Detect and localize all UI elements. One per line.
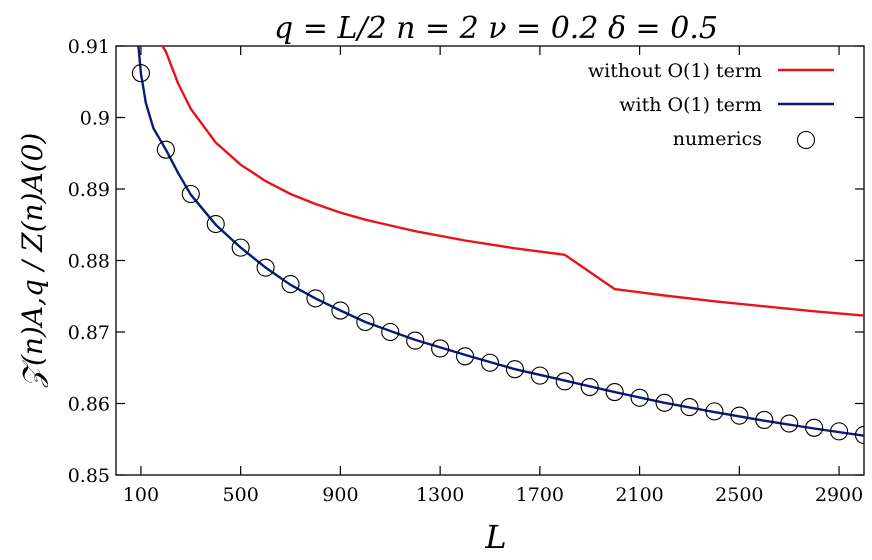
chart-title: q = L/2 n = 2 ν = 0.2 δ = 0.5 xyxy=(274,11,718,46)
y-tick-label: 0.88 xyxy=(68,251,110,273)
data-point xyxy=(431,339,450,358)
x-tick-label: 500 xyxy=(223,484,259,506)
legend-label: numerics xyxy=(673,128,762,150)
data-point xyxy=(181,184,200,204)
data-point xyxy=(331,301,350,320)
data-point xyxy=(356,312,375,332)
data-point xyxy=(480,353,500,372)
x-tick-label: 2100 xyxy=(615,484,663,506)
x-tick-label: 2900 xyxy=(815,484,863,506)
data-point xyxy=(206,214,225,234)
data-point xyxy=(805,418,824,437)
y-axis-title: 𝒵(n)A,q / Z(n)A(0) xyxy=(16,133,49,389)
data-point xyxy=(730,406,749,425)
data-point xyxy=(131,64,150,83)
legend-label: with O(1) term xyxy=(619,94,762,116)
x-tick-label: 2500 xyxy=(715,484,763,506)
x-tick-label: 1700 xyxy=(516,484,564,506)
series-group xyxy=(131,46,864,445)
data-point xyxy=(854,425,864,445)
data-point xyxy=(281,275,300,294)
data-point xyxy=(780,414,799,433)
data-point xyxy=(630,388,649,407)
data-point xyxy=(680,398,699,417)
data-point xyxy=(306,289,325,308)
x-axis-title: L xyxy=(484,518,506,556)
data-point xyxy=(156,140,175,159)
data-point xyxy=(830,422,849,441)
y-tick-label: 0.9 xyxy=(80,108,110,130)
x-tick-label: 900 xyxy=(322,484,358,506)
data-point xyxy=(456,347,475,366)
data-point xyxy=(655,393,674,412)
data-point xyxy=(705,402,724,421)
data-point xyxy=(505,360,524,379)
y-axis-title-group: 𝒵(n)A,q / Z(n)A(0) xyxy=(16,133,49,389)
data-point xyxy=(406,331,425,350)
data-point xyxy=(530,366,549,385)
data-point xyxy=(580,378,599,397)
legend-label: without O(1) term xyxy=(588,60,762,82)
x-tick-label: 100 xyxy=(123,484,159,506)
data-point xyxy=(555,372,574,391)
data-point xyxy=(256,258,275,277)
y-tick-label: 0.87 xyxy=(68,322,110,344)
data-point xyxy=(605,383,624,402)
data-point xyxy=(231,238,250,257)
legend-swatch xyxy=(796,130,816,150)
x-tick-label: 1300 xyxy=(416,484,464,506)
y-tick-label: 0.89 xyxy=(68,179,110,201)
legend: without O(1) term with O(1) term numerics xyxy=(588,60,834,150)
data-point xyxy=(755,410,774,429)
y-tick-label: 0.91 xyxy=(68,36,110,58)
y-tick-label: 0.86 xyxy=(68,394,110,416)
plot-area: 100 500 900 1300 1700 2100 2500 2900 0.85 0.86 0.8… xyxy=(68,36,865,506)
data-point xyxy=(381,322,400,342)
y-tick-label: 0.85 xyxy=(68,465,110,487)
series-line-0 xyxy=(161,46,864,317)
